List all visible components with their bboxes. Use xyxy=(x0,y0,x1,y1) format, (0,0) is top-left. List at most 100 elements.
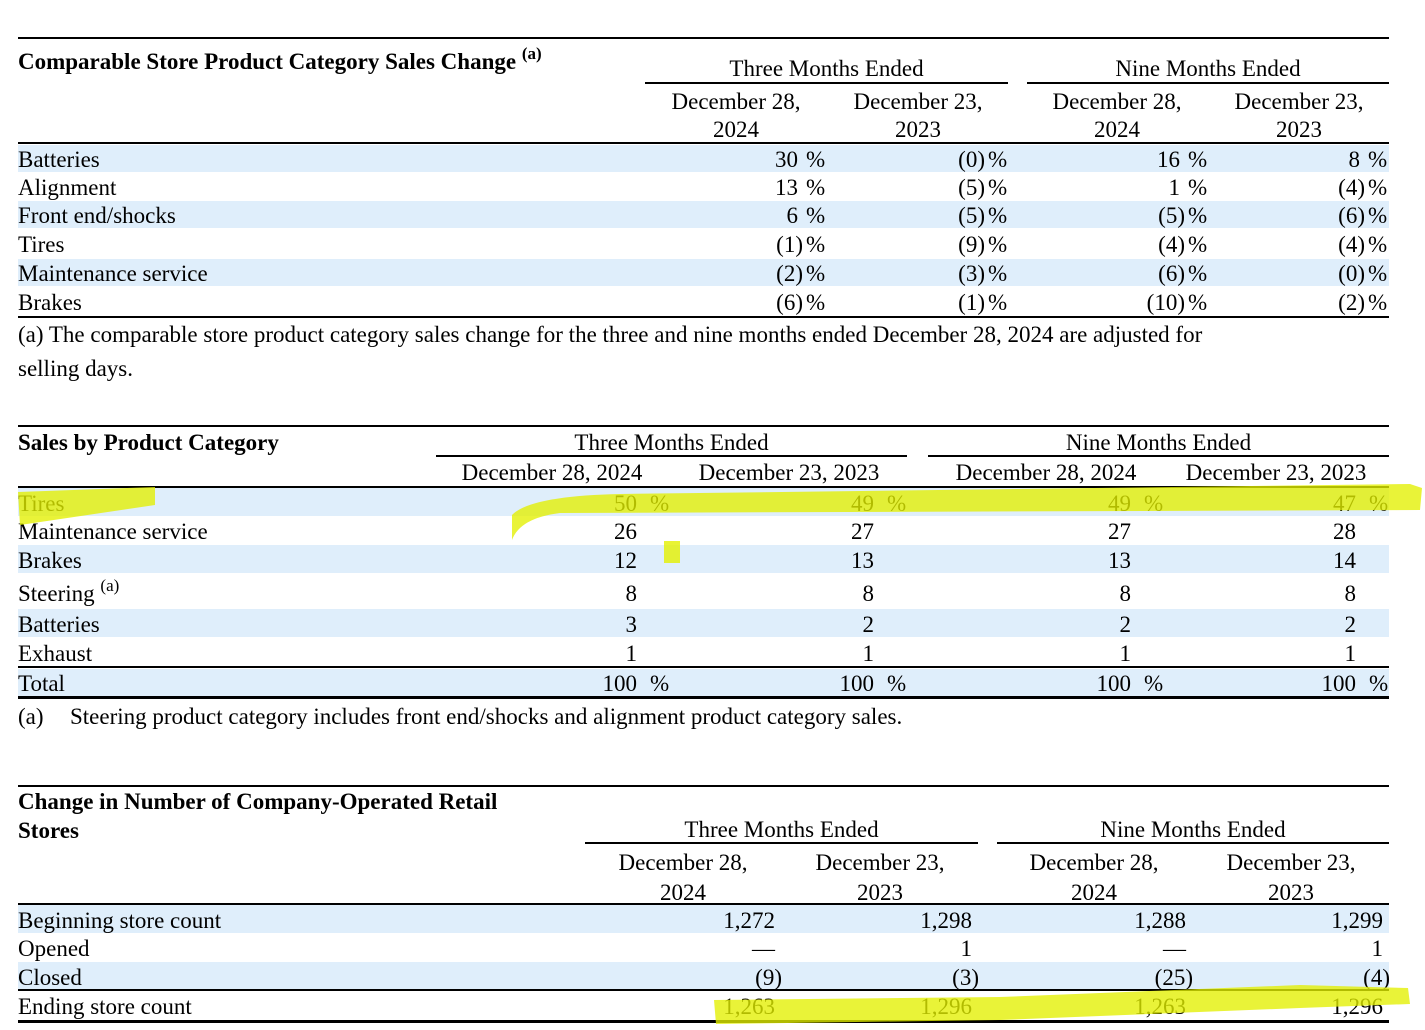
table3-top-rule xyxy=(18,785,1389,787)
table1-cell-value: (6) xyxy=(776,290,803,315)
table2-footnote-marker: (a) xyxy=(18,704,44,729)
table2-cell-pct: % xyxy=(1144,491,1164,516)
table1-cell-value: (6) xyxy=(1338,203,1365,228)
table2-row-label-note: (a) xyxy=(100,576,120,595)
table3-cell-value: (3) xyxy=(952,965,979,990)
table2-cell-value: 1 xyxy=(1119,641,1132,666)
table1-cell-pct: % xyxy=(806,290,826,315)
table2-row-label: Steering (a) xyxy=(18,577,119,606)
table1-cell-pct: % xyxy=(1188,232,1208,257)
table1-group-nine-rule xyxy=(1027,82,1389,84)
table3-col-header-line1: December 23, xyxy=(815,850,945,875)
table2-cell-value: 27 xyxy=(851,519,874,544)
table2-row-label: Batteries xyxy=(18,613,100,636)
table1-group-three-rule xyxy=(645,82,1008,84)
table2-row-label: Brakes xyxy=(18,549,82,572)
table3-title-line1: Change in Number of Company-Operated Ret… xyxy=(18,789,498,814)
table1-top-rule xyxy=(18,37,1389,39)
table3-bottom-rule xyxy=(18,1020,1389,1023)
table1-title-note: (a) xyxy=(521,44,542,63)
table2-row-label-text: Batteries xyxy=(18,612,100,637)
table1-cell-value: 16 xyxy=(1157,147,1180,172)
table3-cell-value: 1,288 xyxy=(1134,908,1186,933)
table3-col-header: December 28, 2024 xyxy=(588,848,778,908)
table1-footnote-line2: selling days. xyxy=(18,356,133,381)
table2-total-value: 100 xyxy=(1321,671,1357,696)
table2-cell-value: 2 xyxy=(862,612,875,637)
table3-col-header-line1: December 28, xyxy=(1029,850,1159,875)
table2-total-band xyxy=(18,669,1389,696)
table1-row-band xyxy=(18,201,1389,228)
table2-total-pct: % xyxy=(1369,671,1389,696)
table1-col-header-line2: 2024 xyxy=(1094,117,1140,142)
table1-col-header: December 23, 2023 xyxy=(830,88,1006,144)
table1-title: Comparable Store Product Category Sales … xyxy=(18,45,542,74)
table2-top-rule xyxy=(18,425,1389,427)
table1-cell-pct: % xyxy=(1188,203,1208,228)
table1-cell-pct: % xyxy=(806,175,826,200)
table1-cell-value: (0) xyxy=(1338,261,1365,286)
table1-cell-value: (4) xyxy=(1338,175,1365,200)
table2-cell-value: 14 xyxy=(1333,548,1356,573)
table1-row-label: Maintenance service xyxy=(18,261,208,286)
table1-cell-pct: % xyxy=(806,203,826,228)
table3-cell-value: — xyxy=(752,936,775,961)
table1-cell-value: 13 xyxy=(775,175,798,200)
table1-cell-pct: % xyxy=(988,203,1008,228)
table2-cell-value: 49 xyxy=(851,491,874,516)
table1-title-text: Comparable Store Product Category Sales … xyxy=(18,49,517,74)
table2-row-label-text: Maintenance service xyxy=(18,519,208,544)
table3-cell-value: 1,263 xyxy=(723,994,775,1019)
table2-row-label: Maintenance service xyxy=(18,520,208,543)
table1-cell-value: (5) xyxy=(958,175,985,200)
table3-row-band xyxy=(18,905,1389,933)
table1-col-header-line2: 2023 xyxy=(1276,117,1322,142)
table2-col-header: December 28, 2024 xyxy=(955,460,1137,485)
table3-total-rule xyxy=(18,989,1389,991)
table3-cell-value: 1,296 xyxy=(920,994,972,1019)
table3-col-header: December 23, 2023 xyxy=(785,848,975,908)
table2-cell-value: 1 xyxy=(625,641,638,666)
table1-cell-value: (3) xyxy=(958,261,985,286)
table2-cell-pct: % xyxy=(1369,491,1389,516)
table2-cell-pct: % xyxy=(650,491,670,516)
table2-cell-value: 8 xyxy=(1344,581,1357,606)
table2-total-pct: % xyxy=(1144,671,1164,696)
table2-cell-pct: % xyxy=(887,491,907,516)
table1-row-label: Front end/shocks xyxy=(18,203,176,228)
table2-cell-value: 13 xyxy=(851,548,874,573)
table2-group-nine-rule xyxy=(928,455,1389,457)
table2-footnote-text: Steering product category includes front… xyxy=(70,704,903,729)
table1-cell-value: (2) xyxy=(1338,290,1365,315)
table1-cell-value: (5) xyxy=(958,203,985,228)
table1-cell-value: (9) xyxy=(958,232,985,257)
table2-col-header: December 28, 2024 xyxy=(461,460,643,485)
table1-cell-pct: % xyxy=(988,261,1008,286)
table2-cell-value: 12 xyxy=(614,548,637,573)
table3-cell-value: 1 xyxy=(960,936,973,961)
table2-row-band xyxy=(18,488,1389,516)
table3-group-three: Three Months Ended xyxy=(684,817,879,842)
table1-row-label: Alignment xyxy=(18,175,117,200)
table1-cell-pct: % xyxy=(1188,290,1208,315)
table2-cell-value: 28 xyxy=(1333,519,1356,544)
table3-col-header-line2: 2024 xyxy=(1071,880,1117,905)
table3-row-label: Closed xyxy=(18,965,82,990)
table3-col-header-line1: December 23, xyxy=(1226,850,1356,875)
table3-col-header: December 28, 2024 xyxy=(999,848,1189,908)
table2-group-three: Three Months Ended xyxy=(574,430,769,455)
highlight-mark xyxy=(714,985,1410,1024)
table1-cell-pct: % xyxy=(1368,175,1388,200)
table2-cell-value: 13 xyxy=(1108,548,1131,573)
table3-col-header-line2: 2023 xyxy=(1268,880,1314,905)
table2-row-label-text: Steering xyxy=(18,581,95,606)
table2-cell-value: 50 xyxy=(614,491,637,516)
table3-cell-value: (9) xyxy=(755,965,782,990)
table3-cell-value: 1,263 xyxy=(1134,994,1186,1019)
table1-cell-pct: % xyxy=(1188,175,1208,200)
table1-cell-pct: % xyxy=(806,232,826,257)
table2-total-pct: % xyxy=(887,671,907,696)
table1-group-nine: Nine Months Ended xyxy=(1115,56,1301,81)
table2-cell-value: 2 xyxy=(1344,612,1357,637)
table1-row-label: Brakes xyxy=(18,290,82,315)
